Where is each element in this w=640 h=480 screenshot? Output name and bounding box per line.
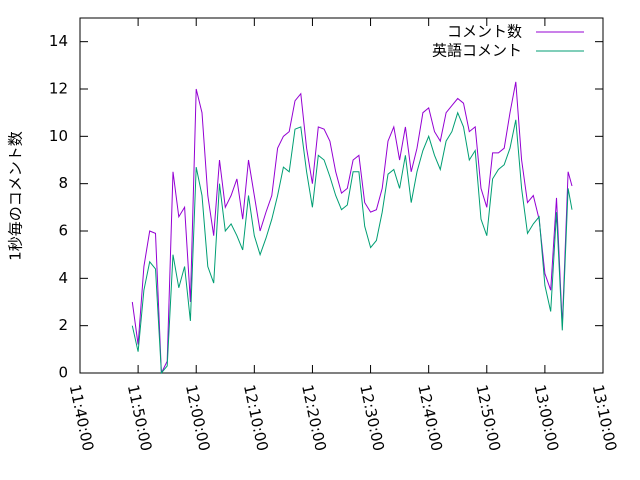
y-axis-label: 1秒毎のコメント数 bbox=[7, 131, 25, 261]
x-tick-label: 12:20:00 bbox=[298, 383, 330, 453]
y-tick-label: 12 bbox=[49, 80, 68, 98]
plot-frame bbox=[79, 17, 604, 374]
series-line bbox=[131, 81, 573, 374]
y-tick-label: 8 bbox=[58, 174, 68, 192]
x-tick-label: 13:10:00 bbox=[589, 383, 621, 453]
x-tick-label: 12:00:00 bbox=[182, 383, 214, 453]
legend-label: コメント数 bbox=[447, 23, 522, 41]
y-tick-label: 14 bbox=[49, 32, 68, 50]
y-tick-label: 0 bbox=[58, 364, 68, 382]
x-tick-label: 11:40:00 bbox=[66, 383, 98, 453]
series-line bbox=[131, 111, 573, 375]
x-tick-label: 11:50:00 bbox=[124, 383, 156, 453]
y-tick-label: 2 bbox=[58, 316, 68, 334]
legend-label: 英語コメント bbox=[432, 42, 522, 60]
x-tick-label: 12:30:00 bbox=[356, 383, 388, 453]
x-tick-label: 12:40:00 bbox=[414, 383, 446, 453]
y-tick-label: 10 bbox=[49, 127, 68, 145]
y-tick-label: 4 bbox=[58, 269, 68, 287]
x-tick-label: 12:10:00 bbox=[240, 383, 272, 453]
x-tick-label: 13:00:00 bbox=[531, 383, 563, 453]
y-tick-label: 6 bbox=[58, 222, 68, 240]
x-tick-label: 12:50:00 bbox=[472, 383, 504, 453]
